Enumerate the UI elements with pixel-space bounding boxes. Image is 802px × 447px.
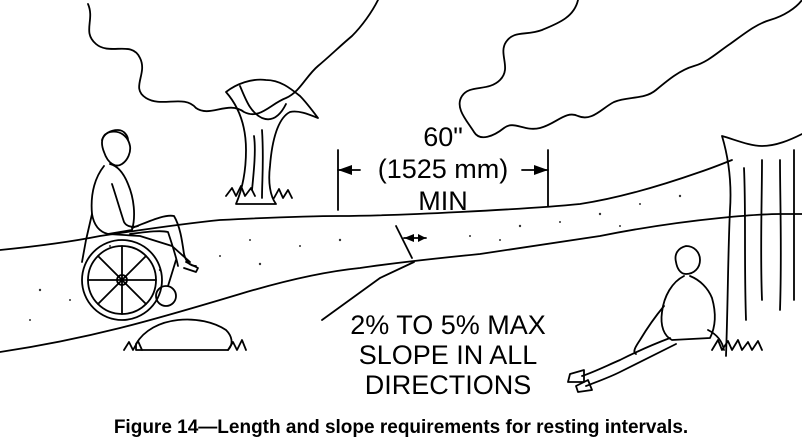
grass-tuft-right-tree <box>711 339 763 351</box>
slope-note-line-1: 2% TO 5% MAX <box>350 310 546 340</box>
rock-foreground <box>135 318 233 351</box>
tree-trunk-middle-detail <box>239 85 287 199</box>
dimension-arrowheads <box>338 165 548 242</box>
grass-tuft-rock <box>123 339 247 351</box>
slope-marker <box>395 225 427 259</box>
dimension-label-min: MIN <box>418 186 468 216</box>
path-upper-edge <box>0 159 733 251</box>
tree-trunk-middle <box>225 78 319 205</box>
slope-note-line-2: SLOPE IN ALL <box>359 340 538 370</box>
wheelchair-user-figure <box>81 129 199 321</box>
path-lower-edge <box>0 213 802 353</box>
tree-canopy-right <box>458 0 802 139</box>
tree-canopy-left <box>87 0 379 115</box>
slope-note-line-3: DIRECTIONS <box>365 370 532 400</box>
dimension-label-metric: (1525 mm) <box>378 154 509 184</box>
figure-caption: Figure 14—Length and slope requirements … <box>113 417 689 438</box>
slope-leader <box>321 261 415 321</box>
path-texture <box>29 194 682 321</box>
tree-trunk-right-bark <box>743 149 795 321</box>
illustration-svg: 60" (1525 mm) MIN 2% TO 5% MAX SLOPE IN … <box>0 0 802 400</box>
dimension-label-length: 60" <box>423 122 463 152</box>
seated-person-figure <box>567 245 725 393</box>
grass-tuft-tree <box>225 185 293 199</box>
tree-trunk-right <box>721 133 802 357</box>
